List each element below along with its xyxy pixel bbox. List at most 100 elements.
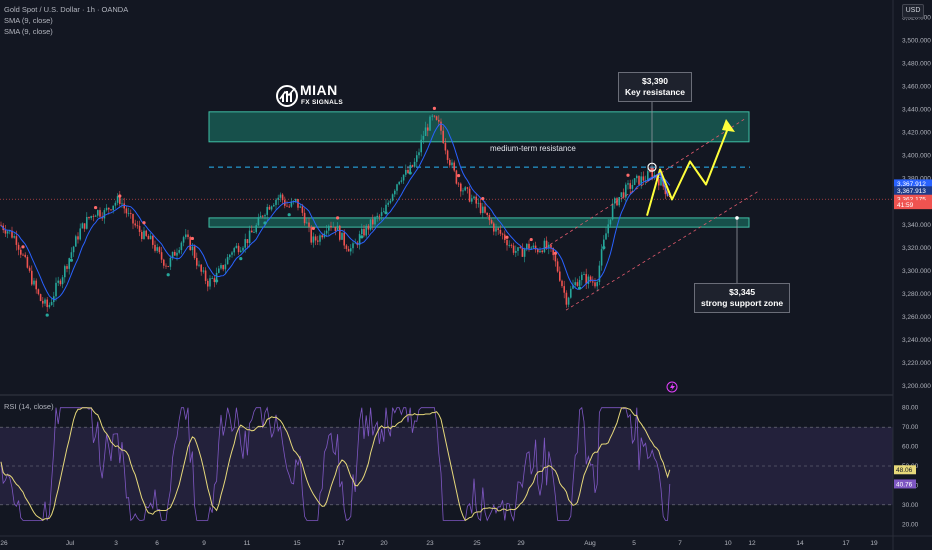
candle-body	[226, 257, 229, 265]
price-tick-label: 3,440.000	[902, 107, 931, 114]
candle-body	[543, 240, 546, 253]
candle-body	[625, 184, 627, 198]
candle-body	[189, 236, 191, 251]
candle-body	[13, 236, 15, 238]
time-tick-label: Aug	[584, 540, 596, 547]
candle-body	[37, 289, 40, 295]
candle-body	[328, 225, 330, 231]
candle-body	[460, 183, 462, 192]
candle-body	[457, 183, 460, 185]
candle-body	[345, 245, 348, 249]
candle-body	[112, 205, 114, 211]
signal-dot	[190, 236, 194, 241]
rsi-title[interactable]: RSI (14, close)	[4, 402, 54, 411]
signal-dot	[432, 106, 436, 110]
candle-body	[301, 206, 304, 213]
candle-body	[220, 265, 222, 269]
candle-body	[545, 240, 548, 249]
time-tick-label: 26	[0, 540, 8, 547]
candle-body	[114, 202, 117, 206]
candle-body	[339, 225, 341, 240]
signal-dot	[626, 173, 630, 177]
candle-body	[420, 139, 422, 153]
candle-body	[231, 252, 233, 255]
candle-body	[435, 116, 438, 120]
candle-body	[297, 198, 299, 208]
candle-body	[90, 215, 92, 219]
candle-body	[572, 285, 574, 289]
signal-dot	[408, 171, 412, 175]
candle-body	[506, 239, 508, 246]
time-tick-label: 7	[678, 540, 682, 547]
signal-dot	[311, 226, 315, 231]
time-tick-label: 17	[337, 540, 345, 547]
candle-body	[26, 256, 29, 268]
symbol-title: Gold Spot / U.S. Dollar · 1h · OANDA	[4, 5, 129, 14]
channel-upper-line	[544, 118, 746, 249]
candle-body	[46, 299, 48, 308]
time-axis[interactable]: 26 Jul 3 6 9 11 15 17 20 23 25 29 Aug 5 7 10 12 14 17 19	[0, 535, 932, 547]
candle-body	[132, 213, 134, 224]
currency-button[interactable]: USD	[902, 4, 924, 18]
candle-body	[306, 222, 308, 224]
rsi-ma-line	[0, 407, 671, 522]
candle-body	[6, 231, 9, 234]
candle-body	[288, 206, 290, 208]
candle-body	[218, 268, 220, 273]
candle-body	[277, 197, 279, 200]
signal-dot	[94, 205, 98, 210]
candle-body	[59, 280, 62, 285]
candle-body	[482, 206, 484, 214]
indicator-sma-2[interactable]: SMA (9, close)	[4, 27, 53, 36]
candle-body	[286, 205, 288, 207]
price-tick-label: 3,420.000	[902, 130, 931, 137]
candle-body	[567, 297, 570, 305]
rsi-tick-label: 80.00	[902, 405, 919, 412]
price-tick-label: 3,340.000	[902, 222, 931, 229]
candle-body	[248, 230, 251, 244]
candle-body	[394, 190, 396, 195]
candle-body	[389, 200, 392, 203]
candle-body	[312, 236, 315, 243]
candle-body	[55, 282, 57, 297]
time-tick-label: 5	[632, 540, 636, 547]
rsi-tick-label: 30.00	[902, 502, 919, 509]
key-resistance-callout: $3,390 Key resistance	[618, 72, 693, 102]
signal-dot	[578, 286, 582, 290]
price-badge	[894, 186, 932, 196]
candle-body	[42, 300, 44, 304]
candle-body	[48, 304, 51, 308]
candle-body	[163, 259, 165, 266]
candle-body	[138, 225, 141, 232]
candle-body	[433, 115, 436, 117]
price-tick-label: 3,240.000	[902, 337, 931, 344]
candle-body	[81, 223, 84, 229]
price-axis[interactable]: 3,200.000 3,220.000 3,240.000 3,260.000 3,28…	[892, 0, 932, 550]
price-badge-text: 3,367.912	[897, 181, 926, 188]
candle-body	[72, 246, 75, 253]
candle-body	[207, 280, 209, 287]
candle-body	[361, 228, 363, 235]
candle-body	[39, 294, 42, 301]
candle-body	[332, 226, 334, 228]
candle-body	[330, 225, 332, 228]
rsi-tick-label: 70.00	[902, 424, 919, 431]
logo-subtitle: FX SIGNALS	[301, 99, 344, 106]
candle-body	[204, 270, 207, 281]
candle-body	[44, 299, 46, 304]
signal-dot	[287, 213, 291, 217]
indicator-sma-1[interactable]: SMA (9, close)	[4, 16, 53, 25]
candle-body	[116, 196, 119, 203]
time-tick-label: 20	[380, 540, 388, 547]
candle-body	[383, 211, 385, 213]
candle-body	[279, 194, 282, 198]
price-tick-label: 3,280.000	[902, 291, 931, 298]
candle-body	[519, 247, 521, 249]
candle-body	[11, 230, 13, 238]
candle-body	[70, 252, 73, 259]
time-tick-label: 14	[796, 540, 804, 547]
candle-body	[251, 230, 253, 233]
candle-body	[270, 206, 273, 210]
candle-body	[396, 184, 398, 191]
